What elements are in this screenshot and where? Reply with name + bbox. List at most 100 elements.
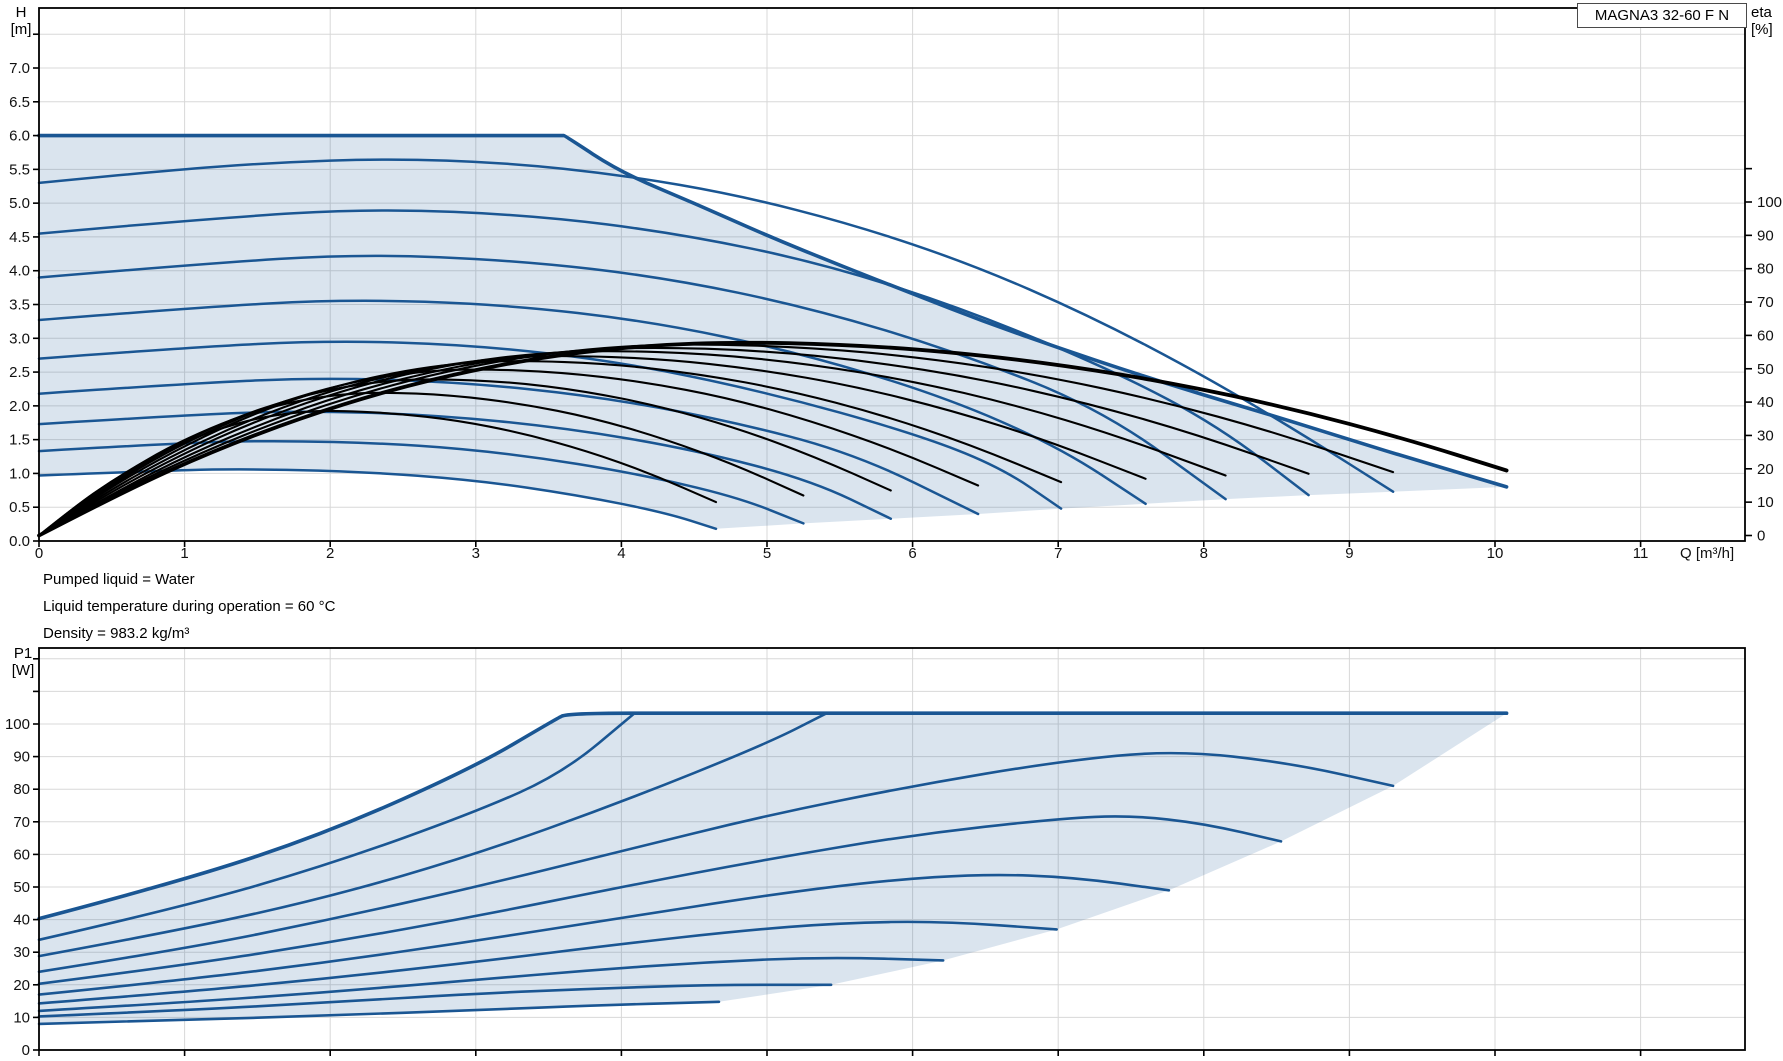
tick-label: 8 <box>1200 545 1208 562</box>
tick-label: 80 <box>13 781 30 798</box>
tick-label: 30 <box>1757 427 1774 444</box>
plot-frame <box>38 7 1746 542</box>
tick-label: 3 <box>472 545 480 562</box>
head-axis-symbol: H <box>15 4 27 21</box>
efficiency-curve-eta-8 <box>37 346 1310 537</box>
tick-label: 1.0 <box>9 465 30 482</box>
tick-label: 0 <box>1757 528 1765 545</box>
tick-label: 30 <box>13 944 30 961</box>
pump-curve-speed-3 <box>37 410 893 520</box>
tick-label: 3.5 <box>9 297 30 314</box>
tick-label: 5.0 <box>9 195 30 212</box>
power-curve-p1-min <box>37 1000 721 1026</box>
pump-model-badge: MAGNA3 32-60 F N <box>1577 3 1747 28</box>
tick-label: 10 <box>1757 494 1774 511</box>
operating-range-band <box>39 713 1507 1024</box>
tick-label: 3.0 <box>9 330 30 347</box>
tick-label: 6 <box>908 545 916 562</box>
tick-label: 50 <box>1757 361 1774 378</box>
tick-label: 4.5 <box>9 229 30 246</box>
tick-label: 7.0 <box>9 60 30 77</box>
input-power-flow: 0 10 20 30 40 50 60 70 80 90 100 <box>5 647 1746 1059</box>
tick-label: 11 <box>1633 545 1649 562</box>
pump-curve-speed-7 <box>37 254 1227 501</box>
flow-axis-title: Q [m³/h] <box>1680 545 1734 562</box>
tick-label: 6.0 <box>9 128 30 145</box>
tick-label: 50 <box>13 879 30 896</box>
tick-label: 90 <box>1757 227 1774 244</box>
density-line: Density = 983.2 kg/m³ <box>43 625 190 642</box>
power-curve-p1-8 <box>37 711 828 958</box>
pump-curve-speed-4 <box>37 377 980 516</box>
tick-label: 2.5 <box>9 364 30 381</box>
efficiency-curve-eta-9 <box>37 343 1395 537</box>
tick-label: 7 <box>1054 545 1062 562</box>
power-curve-p1-max <box>37 711 1509 921</box>
power-axis-title: P1 [W] <box>6 645 40 679</box>
tick-label: 40 <box>13 912 30 929</box>
pump-curve-speed-min <box>37 468 718 531</box>
tick-label: 60 <box>13 846 30 863</box>
tick-label: 100 <box>5 716 30 733</box>
tick-label: 10 <box>13 1009 30 1026</box>
plot-frame <box>38 647 1746 1051</box>
tick-label: 2 <box>326 545 334 562</box>
power-curve-p1-4 <box>37 920 1058 1005</box>
efficiency-curve-eta-6 <box>37 355 1147 537</box>
pumped-liquid-line: Pumped liquid = Water <box>43 571 195 588</box>
efficiency-curve-eta-5 <box>37 360 1063 537</box>
pump-model-text: MAGNA3 32-60 F N <box>1594 7 1730 24</box>
power-curve-p1-3 <box>37 956 945 1013</box>
efficiency-axis-title: eta [%] <box>1751 4 1773 38</box>
operating-range-band <box>39 135 1507 529</box>
tick-label: 20 <box>1757 461 1774 478</box>
efficiency-curve-eta-min <box>37 409 718 537</box>
liquid-conditions-note: Pumped liquid = Water Liquid temperature… <box>43 566 335 647</box>
tick-label: 5 <box>763 545 771 562</box>
head-axis-title: H [m] <box>4 4 38 38</box>
tick-label: 20 <box>13 977 30 994</box>
efficiency-curve-eta-7 <box>37 350 1227 537</box>
tick-label: 90 <box>13 749 30 766</box>
tick-label: 70 <box>13 814 30 831</box>
axis-labels: 0 10 20 30 40 50 60 70 80 90 100 <box>5 716 30 1059</box>
power-curve-p1-7 <box>37 751 1395 974</box>
efficiency-curve-eta-max <box>37 340 1509 538</box>
tick-label: 10 <box>1487 545 1504 562</box>
tick-label: 70 <box>1757 294 1774 311</box>
pump-curve-speed-6 <box>37 299 1147 506</box>
power-curve-p1-2 <box>37 983 833 1018</box>
axis-ticks <box>33 33 1752 547</box>
tick-label: 60 <box>1757 327 1774 344</box>
efficiency-axis-symbol: eta <box>1751 4 1772 21</box>
tick-label: 0 <box>22 1042 30 1059</box>
tick-label: 4 <box>617 545 625 562</box>
liquid-temperature-line: Liquid temperature during operation = 60… <box>43 598 336 615</box>
axis-ticks <box>33 657 1642 1056</box>
head-axis-unit: [m] <box>10 21 32 38</box>
head-flow-and-efficiency: 0.0 0.5 1.0 1.5 2.0 2.5 3.0 3.5 4.0 4.5 5.0 5.5 6.0 6… <box>9 7 1782 562</box>
tick-label: 0.5 <box>9 499 30 516</box>
power-curve-p1-9 <box>37 711 636 942</box>
power-axis-symbol: P1 <box>13 645 33 662</box>
axis-labels: 0.0 0.5 1.0 1.5 2.0 2.5 3.0 3.5 4.0 4.5 5.0 5.5 6.0 6… <box>9 60 1782 562</box>
power-curve-p1-5 <box>37 873 1171 996</box>
power-curve-p1-6 <box>37 815 1283 986</box>
tick-label: 1.5 <box>9 432 30 449</box>
tick-label: 9 <box>1345 545 1353 562</box>
tick-label: 100 <box>1757 194 1782 211</box>
tick-label: 0.0 <box>9 533 30 550</box>
tick-label: 6.5 <box>9 94 30 111</box>
tick-label: 2.0 <box>9 398 30 415</box>
tick-label: 80 <box>1757 261 1774 278</box>
pump-curve-speed-9 <box>37 158 1395 493</box>
efficiency-axis-unit: [%] <box>1751 21 1773 38</box>
tick-label: 1 <box>180 545 188 562</box>
tick-label: 5.5 <box>9 161 30 178</box>
tick-label: 0 <box>35 545 43 562</box>
tick-label: 4.0 <box>9 263 30 280</box>
efficiency-curve-eta-4 <box>37 368 980 537</box>
power-axis-unit: [W] <box>11 662 35 679</box>
